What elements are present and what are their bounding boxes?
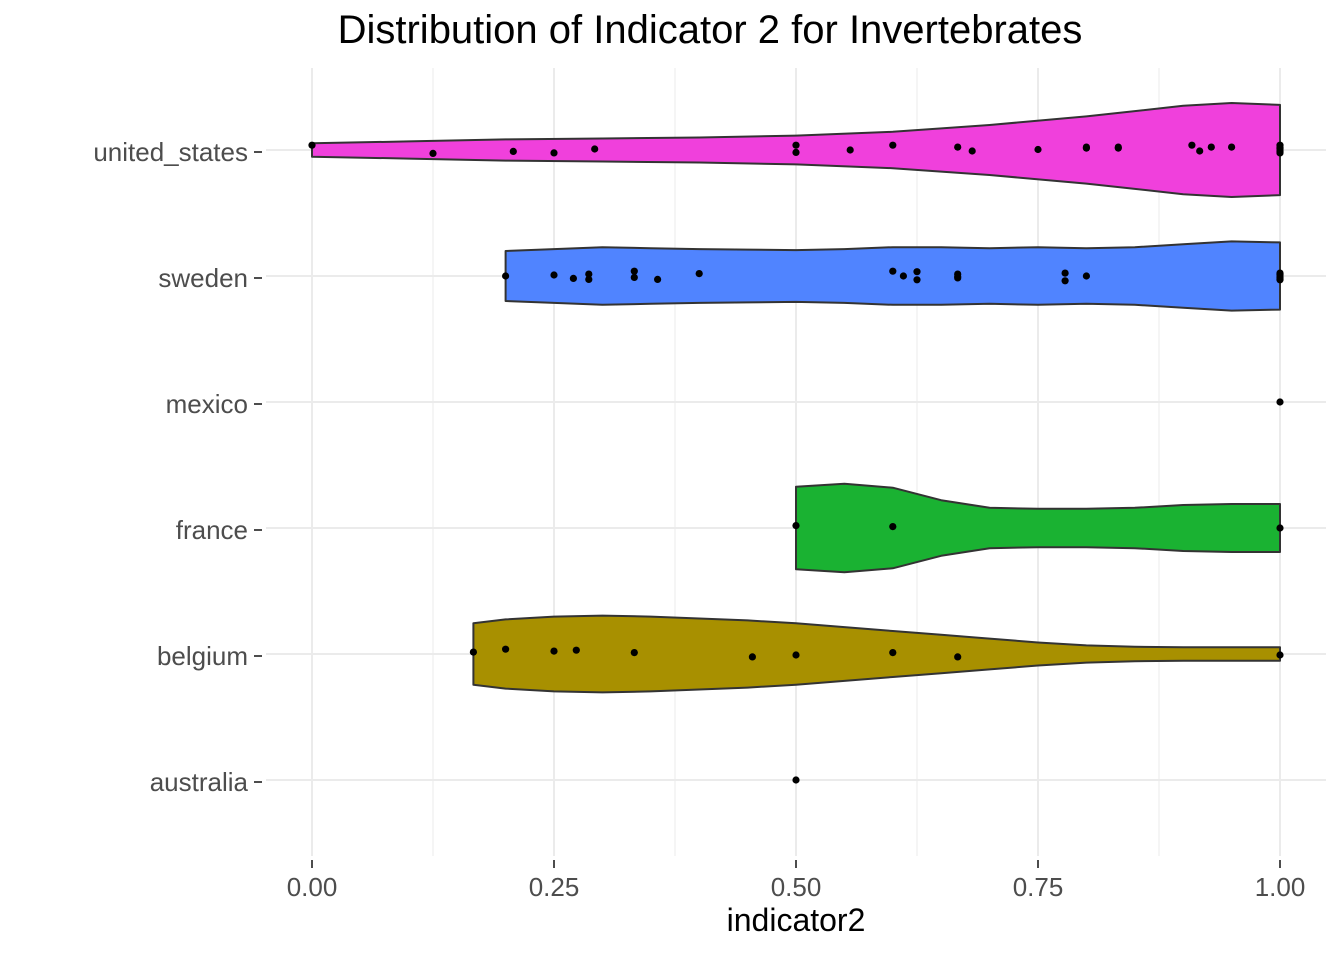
data-point-sweden <box>569 274 578 282</box>
data-point-united_states <box>591 145 599 153</box>
data-point-sweden <box>1276 276 1284 284</box>
data-point-sweden <box>889 267 897 275</box>
data-point-united_states <box>1207 143 1215 151</box>
x-axis-label: indicator2 <box>726 902 866 938</box>
data-point-united_states <box>1276 149 1284 157</box>
data-point-sweden <box>585 270 593 278</box>
y-tick-label: france <box>176 515 248 545</box>
data-point-united_states <box>308 141 316 149</box>
data-point-sweden <box>550 271 558 279</box>
x-tick-label: 1.00 <box>1255 872 1306 902</box>
data-point-sweden <box>913 276 921 284</box>
data-point-united_states <box>792 141 800 149</box>
data-point-belgium <box>469 648 477 656</box>
data-point-united_states <box>1228 143 1236 151</box>
y-tick-label: belgium <box>157 641 248 671</box>
data-point-belgium <box>550 647 558 655</box>
violin-sweden <box>504 240 1281 312</box>
y-tick-label: sweden <box>158 263 248 293</box>
data-point-belgium <box>502 645 510 653</box>
data-point-sweden <box>1061 269 1069 277</box>
data-point-australia <box>792 776 800 784</box>
data-point-belgium <box>792 651 800 659</box>
data-point-sweden <box>899 272 908 280</box>
violin-france <box>795 482 1281 574</box>
data-point-united_states <box>1034 145 1042 154</box>
data-point-belgium <box>1276 651 1284 659</box>
x-tick-label: 0.75 <box>1013 872 1064 902</box>
data-point-france <box>792 522 800 530</box>
data-point-united_states <box>954 143 962 151</box>
data-point-sweden <box>1061 277 1069 285</box>
x-tick-label: 0.25 <box>529 872 580 902</box>
data-point-sweden <box>585 275 593 283</box>
data-point-sweden <box>913 268 921 276</box>
data-point-united_states <box>1188 141 1196 149</box>
data-point-mexico <box>1276 398 1284 406</box>
y-tick-label: united_states <box>93 137 248 167</box>
data-point-united_states <box>792 148 800 156</box>
x-tick-label: 0.50 <box>771 872 822 902</box>
data-point-united_states <box>846 146 854 154</box>
data-point-sweden <box>1082 272 1090 280</box>
data-point-united_states <box>889 141 897 149</box>
data-point-sweden <box>502 272 510 280</box>
data-point-belgium <box>572 646 580 654</box>
data-point-sweden <box>630 273 638 281</box>
data-point-united_states <box>1082 144 1090 152</box>
x-tick-label: 0.00 <box>287 872 338 902</box>
violin-belgium <box>472 614 1281 694</box>
data-point-sweden <box>695 270 703 278</box>
data-point-united_states <box>1114 144 1122 152</box>
y-tick-label: mexico <box>166 389 248 419</box>
data-point-belgium <box>954 653 962 661</box>
data-point-belgium <box>748 653 757 661</box>
data-point-belgium <box>889 649 897 657</box>
data-point-france <box>889 523 897 531</box>
data-point-sweden <box>630 267 638 275</box>
data-point-belgium <box>630 649 638 657</box>
data-point-united_states <box>1196 147 1204 155</box>
data-point-united_states <box>429 149 437 157</box>
y-tick-label: australia <box>150 767 249 797</box>
data-point-sweden <box>954 274 962 282</box>
data-point-united_states <box>550 149 558 157</box>
data-point-sweden <box>654 275 662 283</box>
jitter-points <box>308 141 1284 784</box>
data-point-united_states <box>968 147 976 155</box>
data-point-united_states <box>509 147 517 155</box>
data-point-france <box>1276 524 1284 532</box>
chart-title: Distribution of Indicator 2 for Inverteb… <box>337 8 1083 52</box>
